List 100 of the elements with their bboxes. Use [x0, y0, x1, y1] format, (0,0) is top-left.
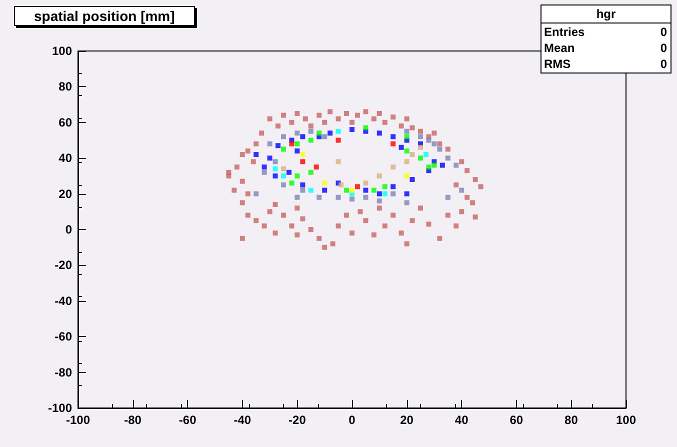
point — [371, 188, 376, 193]
point — [308, 138, 314, 143]
point — [316, 194, 322, 200]
y-tick-label: 40 — [58, 151, 72, 166]
annotation: RMS — [544, 57, 571, 71]
point — [363, 180, 368, 186]
point — [432, 162, 437, 168]
point — [336, 159, 341, 164]
point — [314, 164, 319, 170]
y-tick-label: 100 — [52, 44, 72, 58]
point — [336, 138, 341, 143]
point — [390, 141, 396, 146]
point — [404, 191, 410, 196]
point — [426, 138, 432, 143]
point — [404, 134, 410, 140]
point — [300, 134, 306, 140]
point — [454, 162, 459, 168]
point — [336, 128, 341, 134]
text: 0 — [660, 41, 668, 55]
point — [267, 141, 272, 146]
point — [322, 134, 328, 140]
point — [404, 128, 410, 134]
x-tick-label: 40 — [454, 413, 469, 427]
point — [432, 141, 437, 146]
point — [404, 159, 410, 164]
point — [423, 152, 428, 158]
point — [267, 156, 272, 161]
y-tick-label: -60 — [54, 330, 72, 344]
point — [281, 146, 286, 152]
point — [363, 125, 368, 130]
y-tick-label: 80 — [58, 80, 72, 94]
point — [404, 148, 410, 154]
point — [344, 188, 350, 193]
point — [281, 134, 286, 140]
point — [281, 166, 286, 172]
point — [300, 182, 306, 188]
point — [363, 188, 368, 193]
point — [445, 194, 450, 200]
point — [262, 170, 267, 175]
x-tick-label: 0 — [348, 413, 356, 427]
point — [281, 182, 286, 188]
point — [390, 164, 396, 170]
point — [398, 144, 404, 150]
point — [426, 164, 432, 170]
point — [300, 188, 306, 193]
chart-title: spatial position [mm] — [34, 8, 175, 24]
y-tick-label: -40 — [54, 294, 72, 308]
point — [272, 159, 278, 164]
point — [276, 143, 281, 148]
point — [418, 144, 423, 150]
point — [382, 191, 388, 196]
x-tick-label: -40 — [234, 413, 252, 427]
point — [404, 173, 410, 178]
point — [382, 184, 388, 190]
y-tick-label: -20 — [54, 258, 72, 272]
point — [354, 184, 360, 190]
point — [286, 170, 292, 175]
text: hgr — [596, 7, 616, 21]
point — [322, 180, 328, 186]
point — [300, 159, 306, 164]
point — [350, 127, 354, 132]
point — [294, 194, 300, 200]
point — [328, 130, 333, 136]
point — [289, 141, 294, 146]
point — [336, 194, 341, 200]
point — [376, 130, 382, 136]
point — [294, 130, 300, 136]
x-tick-label: -60 — [178, 413, 197, 427]
text: 0 — [660, 25, 668, 39]
point — [437, 146, 442, 152]
point — [308, 188, 314, 193]
point — [254, 152, 259, 158]
point — [410, 177, 415, 182]
y-tick-label: -80 — [54, 365, 72, 380]
point — [418, 156, 423, 161]
x-tick-label: 80 — [564, 413, 578, 427]
x-tick-label: 100 — [616, 413, 636, 427]
point — [316, 130, 322, 136]
point — [376, 198, 382, 204]
point — [459, 188, 464, 193]
annotation: Mean — [544, 41, 575, 55]
point — [308, 128, 314, 134]
point — [254, 191, 259, 196]
point — [390, 134, 396, 140]
point — [404, 200, 410, 206]
text: Entries — [544, 25, 586, 39]
point — [350, 196, 354, 202]
point — [410, 152, 415, 158]
y-tick-label: 20 — [58, 186, 72, 201]
point — [262, 164, 267, 170]
point — [289, 180, 294, 186]
point — [281, 173, 286, 178]
point — [308, 170, 314, 175]
point — [418, 134, 423, 140]
point — [350, 188, 354, 193]
x-tick-label: -80 — [124, 413, 142, 427]
point — [338, 182, 344, 188]
point — [294, 173, 300, 178]
y-tick-label: 60 — [58, 115, 72, 130]
point — [376, 191, 382, 196]
